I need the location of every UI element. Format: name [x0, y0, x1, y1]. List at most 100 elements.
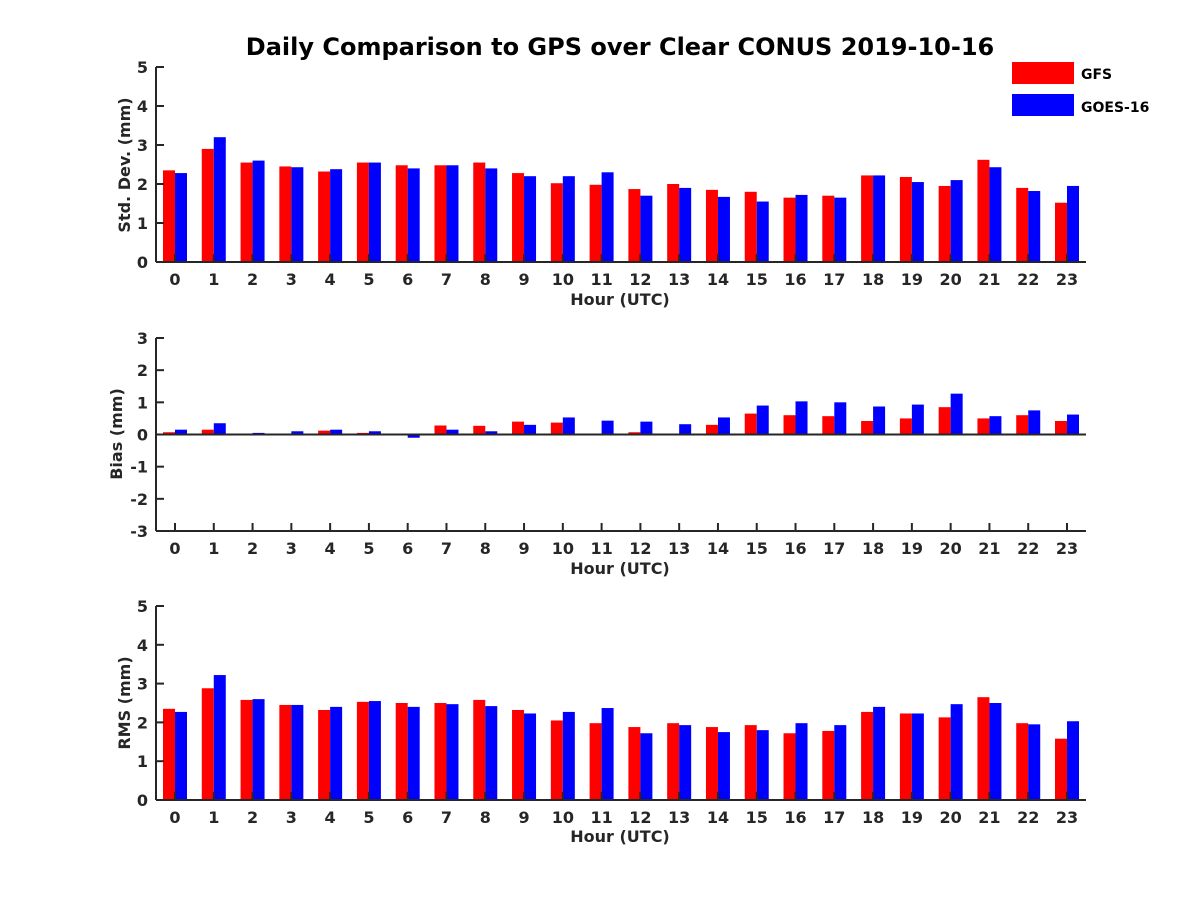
stddev-x-tick-label: 14 [707, 270, 729, 289]
bias-bar-goes16-hour-14 [717, 417, 730, 435]
stddev-bar-gfs-hour-7 [434, 165, 447, 262]
bias-x-tick-label: 5 [363, 539, 374, 558]
rms-bar-goes16-hour-7 [446, 704, 459, 800]
stddev-bar-gfs-hour-23 [1055, 202, 1067, 262]
rms-bar-goes16-hour-22 [1028, 724, 1041, 800]
bias-bar-goes16-hour-17 [834, 402, 847, 435]
rms-bar-goes16-hour-1 [213, 675, 226, 800]
bias-x-tick-label: 18 [862, 539, 884, 558]
stddev-bar-goes16-hour-12 [640, 195, 653, 262]
stddev-bar-goes16-hour-3 [291, 167, 304, 262]
bias-bar-gfs-hour-0 [163, 432, 175, 435]
bias-bars [163, 393, 1079, 438]
rms-bar-goes16-hour-5 [368, 701, 381, 800]
stddev-x-tick-label: 6 [402, 270, 413, 289]
bias-x-tick-label: 14 [707, 539, 729, 558]
rms-bar-goes16-hour-0 [175, 711, 187, 800]
bias-bar-goes16-hour-20 [950, 393, 963, 435]
rms-bar-gfs-hour-13 [667, 723, 680, 800]
rms-bar-gfs-hour-6 [395, 703, 408, 800]
bias-y-tick-label: 3 [137, 329, 148, 348]
bias-bar-gfs-hour-7 [434, 425, 447, 435]
rms-x-tick-label: 17 [823, 808, 845, 827]
stddev-bar-gfs-hour-21 [977, 159, 990, 262]
rms-y-tick-label: 2 [137, 713, 148, 732]
rms-bar-gfs-hour-3 [279, 704, 292, 800]
bias-bar-goes16-hour-13 [679, 424, 692, 435]
stddev-bar-gfs-hour-13 [667, 184, 680, 262]
bias-bar-goes16-hour-9 [524, 424, 537, 435]
rms-bar-gfs-hour-21 [977, 697, 990, 800]
rms-x-tick-label: 12 [629, 808, 651, 827]
stddev-x-tick-label: 5 [363, 270, 374, 289]
bias-y-tick-label: -1 [130, 458, 148, 477]
bias-bar-gfs-hour-1 [201, 429, 214, 435]
stddev-bar-goes16-hour-1 [213, 137, 226, 262]
stddev-bar-goes16-hour-21 [989, 167, 1002, 262]
stddev-bar-gfs-hour-12 [628, 189, 641, 262]
bias-bar-goes16-hour-6 [407, 434, 420, 438]
rms-bar-gfs-hour-8 [473, 699, 486, 800]
bias-bar-goes16-hour-12 [640, 421, 653, 435]
stddev-bar-goes16-hour-19 [911, 182, 924, 262]
rms-x-tick-label: 3 [286, 808, 297, 827]
bias-bar-goes16-hour-21 [989, 416, 1002, 435]
stddev-x-tick-label: 16 [784, 270, 806, 289]
rms-bar-goes16-hour-23 [1067, 721, 1079, 800]
rms-bar-gfs-hour-15 [744, 725, 757, 800]
stddev-y-tick-label: 0 [137, 253, 148, 272]
stddev-x-tick-label: 3 [286, 270, 297, 289]
bias-bar-goes16-hour-4 [330, 429, 343, 435]
rms-x-tick-label: 10 [552, 808, 574, 827]
rms-bar-goes16-hour-10 [562, 711, 575, 800]
rms-bar-goes16-hour-8 [485, 706, 498, 800]
rms-bar-goes16-hour-14 [717, 732, 730, 800]
stddev-bar-goes16-hour-2 [252, 160, 265, 262]
bias-ylabel: Bias (mm) [107, 388, 126, 480]
bias-bar-goes16-hour-23 [1067, 414, 1079, 435]
stddev-bar-gfs-hour-22 [1016, 187, 1029, 262]
bias-bar-goes16-hour-8 [485, 431, 498, 435]
rms-bar-goes16-hour-16 [795, 723, 808, 800]
rms-bar-gfs-hour-9 [512, 709, 525, 800]
stddev-xlabel: Hour (UTC) [570, 290, 670, 309]
rms-bar-goes16-hour-4 [330, 706, 343, 800]
rms-x-tick-label: 15 [746, 808, 768, 827]
bias-x-tick-label: 2 [247, 539, 258, 558]
stddev-bar-goes16-hour-13 [679, 187, 692, 262]
legend: GFS GOES-16 [1012, 62, 1149, 116]
bias-bar-gfs-hour-12 [628, 432, 641, 435]
stddev-bar-goes16-hour-22 [1028, 191, 1041, 262]
stddev-bar-goes16-hour-20 [950, 180, 963, 262]
rms-bar-gfs-hour-14 [705, 727, 718, 800]
bias-bar-goes16-hour-15 [756, 405, 769, 435]
rms-bar-gfs-hour-23 [1055, 738, 1067, 800]
bias-bar-goes16-hour-1 [213, 423, 226, 435]
bias-bar-goes16-hour-0 [175, 429, 187, 435]
rms-x-tick-label: 22 [1017, 808, 1039, 827]
stddev-bar-gfs-hour-17 [822, 195, 835, 262]
rms-bars [163, 675, 1079, 800]
rms-y-tick-label: 0 [137, 791, 148, 810]
bias-x-tick-label: 23 [1056, 539, 1078, 558]
rms-bar-goes16-hour-9 [524, 713, 537, 800]
stddev-bar-gfs-hour-0 [163, 170, 175, 262]
bias-x-tick-label: 9 [518, 539, 529, 558]
bias-bar-goes16-hour-19 [911, 404, 924, 435]
stddev-bar-goes16-hour-11 [601, 172, 614, 262]
stddev-bar-gfs-hour-18 [861, 175, 874, 262]
rms-bar-goes16-hour-11 [601, 708, 614, 800]
rms-bar-gfs-hour-18 [861, 711, 874, 800]
rms-bar-gfs-hour-5 [356, 701, 369, 800]
stddev-bar-gfs-hour-15 [744, 191, 757, 262]
stddev-bar-gfs-hour-19 [899, 176, 912, 262]
rms-y-tick-label: 1 [137, 752, 148, 771]
bias-x-tick-label: 6 [402, 539, 413, 558]
bias-bar-gfs-hour-10 [550, 422, 563, 435]
rms-y-tick-label: 3 [137, 675, 148, 694]
bias-y-tick-label: -2 [130, 490, 148, 509]
stddev-bar-gfs-hour-3 [279, 166, 292, 262]
